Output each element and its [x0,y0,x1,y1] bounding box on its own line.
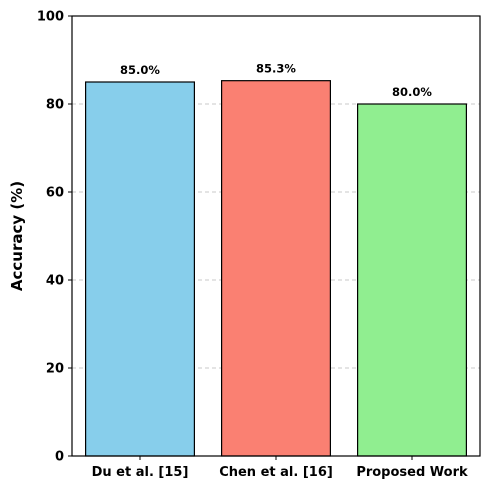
y-tick-label: 60 [46,186,64,201]
y-axis-title: Accuracy (%) [8,181,26,291]
plot-frame [71,15,481,457]
y-tick-label: 0 [55,450,64,465]
axis-layer: 0 20 40 60 80 100 Du et al. [15] Chen et al. [1… [37,10,481,480]
bar-value-label: 85.3% [256,62,296,76]
x-tick-label: Proposed Work [356,465,468,480]
bar-layer [84,80,468,457]
bar-value-label: 80.0% [392,85,432,99]
y-tick-label: 20 [46,362,64,377]
bar-value-label: 85.0% [120,63,160,77]
bar [84,81,196,457]
x-tick-label: Chen et al. [16] [219,465,333,480]
y-tick-label: 80 [46,98,64,113]
y-tick-label: 40 [46,274,64,289]
x-tick-label: Du et al. [15] [92,465,189,480]
bar [221,80,332,457]
bar [357,103,468,457]
y-tick-label: 100 [37,10,64,25]
data-label-layer: 85.0% 85.3% 80.0% [120,62,432,99]
